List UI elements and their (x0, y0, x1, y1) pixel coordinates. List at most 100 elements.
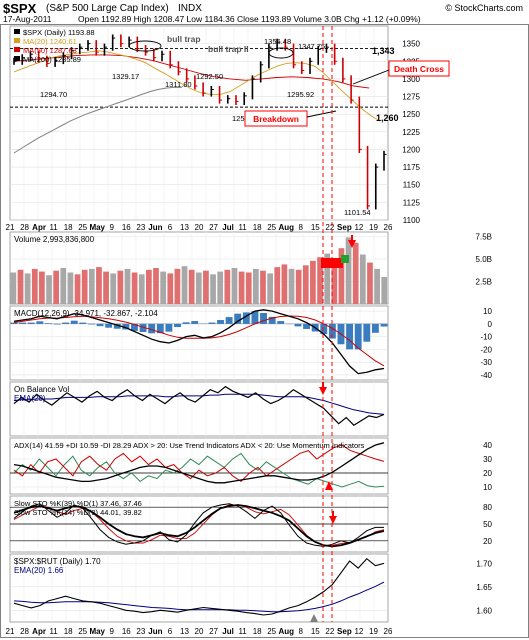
volume-bar (224, 269, 231, 304)
adx-line (13, 442, 385, 484)
x-axis-label: 13 (180, 223, 189, 232)
x-axis-label: 22 (325, 627, 334, 636)
price-y-tick-label: 1300 (402, 75, 420, 84)
volume-bar (39, 271, 45, 304)
quote-line: Open 1192.89 High 1208.47 Low 1184.36 Cl… (78, 14, 421, 24)
volume-bar (153, 268, 159, 304)
x-axis-label: 6 (168, 223, 173, 232)
macd-histogram-bar (113, 323, 121, 329)
volume-bar (167, 273, 174, 304)
macd-legend-entry: MACD(12,26,9) -34.971, -32.867, -2.104 (14, 309, 158, 318)
volume-bar (331, 259, 338, 304)
price-legend-entry: MA(200) 1285.89 (23, 55, 81, 64)
macd-histogram-bar (303, 323, 310, 329)
price-point-label: 1294.70 (40, 90, 67, 99)
macd-histogram-bar (208, 322, 216, 324)
sto39-line (13, 504, 385, 548)
volume-bar (24, 273, 31, 304)
x-axis-label: 6 (168, 627, 173, 636)
volume-green-marker (341, 255, 349, 263)
macd-histogram-bar (363, 323, 371, 342)
x-axis-label: 11 (49, 627, 58, 636)
x-axis-label: Aug (278, 627, 294, 636)
price-y-tick-label: 1125 (403, 198, 421, 207)
plus-di-line (13, 452, 385, 488)
ratio-y-tick-label: 1.70 (476, 559, 492, 568)
price-y-tick-label: 1150 (403, 181, 421, 190)
volume-bar (174, 268, 181, 304)
price-point-label: 1347.75 (298, 42, 325, 51)
volume-bar (46, 275, 52, 304)
volume-bar (74, 274, 81, 304)
volume-bar (210, 274, 216, 304)
ratio-ema-legend-entry: EMA(20) 1.66 (14, 566, 64, 575)
volume-bar (195, 272, 202, 304)
x-axis-label: 21 (6, 627, 15, 636)
volume-bar (117, 270, 124, 304)
volume-bar (124, 268, 131, 304)
volume-bar (138, 274, 145, 304)
macd-y-tick-label: -10 (480, 333, 492, 342)
macd-histogram-bar (165, 323, 173, 332)
x-axis-label: 11 (49, 223, 58, 232)
macd-signal-line (13, 315, 385, 367)
macd-histogram-bar (354, 323, 362, 350)
obv-ema-line (13, 393, 385, 415)
price-point-label: 1292.50 (196, 72, 223, 81)
macd-histogram-bar (268, 316, 276, 324)
obv-line (13, 385, 385, 426)
ratio-legend-entry: $SPX:$RUT (Daily) 1.70 (14, 557, 101, 566)
volume-bar (352, 242, 359, 304)
ratio-panel-frame (9, 553, 389, 623)
x-axis-label: 19 (369, 223, 378, 232)
volume-bar (10, 272, 17, 304)
sto-y-tick-label: 50 (483, 520, 492, 529)
price-point-label: 1356.48 (264, 37, 291, 46)
price-y-tick-label: 1100 (403, 216, 421, 225)
macd-line (13, 309, 385, 375)
volume-bar (252, 268, 259, 304)
index-name-label: (S&P 500 Large Cap Index) (46, 3, 169, 14)
volume-bar (295, 269, 302, 304)
volume-bar (310, 260, 316, 304)
macd-histogram-bar (380, 323, 388, 327)
x-axis-label: 15 (311, 223, 320, 232)
x-axis-label: 8 (299, 627, 304, 636)
macd-y-tick-label: -20 (480, 345, 492, 354)
sto-red-arrow-icon (329, 516, 337, 524)
volume-bar (245, 272, 252, 304)
macd-histogram-bar (62, 322, 70, 324)
price-point-label: 1101.54 (344, 208, 371, 217)
x-axis-label: 27 (209, 223, 218, 232)
adx-y-tick-label: 40 (483, 441, 492, 450)
death-cross-callout: Death Cross (394, 64, 444, 74)
x-axis-label: 20 (195, 223, 204, 232)
volume-bar (381, 277, 388, 304)
sto-y-tick-label: 80 (483, 503, 492, 512)
obv-legend-entry: On Balance Vol (14, 385, 69, 394)
macd-histogram-bar (156, 323, 164, 334)
x-axis-label: May (89, 627, 105, 636)
x-axis-label: Sep (337, 627, 352, 636)
volume-bar (359, 254, 366, 304)
price-y-tick-label: 1175 (403, 163, 421, 172)
volume-bar (260, 270, 266, 304)
x-axis-label: 25 (267, 627, 276, 636)
x-axis-label: Aug (278, 223, 294, 232)
copyright-label: © StockCharts.com (445, 3, 523, 13)
volume-red-arrow-icon (348, 240, 356, 248)
x-axis-label: 18 (64, 223, 73, 232)
macd-histogram-bar (217, 320, 224, 324)
x-axis-label: 23 (136, 223, 145, 232)
adx-y-tick-label: 10 (483, 483, 492, 492)
macd-histogram-bar (346, 323, 354, 350)
volume-bar (281, 264, 288, 304)
macd-histogram-bar (19, 322, 27, 324)
ratio-y-tick-label: 1.60 (476, 606, 492, 615)
sto-y-tick-label: 20 (483, 537, 492, 546)
macd-histogram-bar (53, 323, 61, 325)
ma200-line (13, 86, 182, 154)
x-axis-label: Sep (337, 223, 352, 232)
volume-bar (238, 271, 245, 304)
x-axis-label: 11 (238, 223, 247, 232)
